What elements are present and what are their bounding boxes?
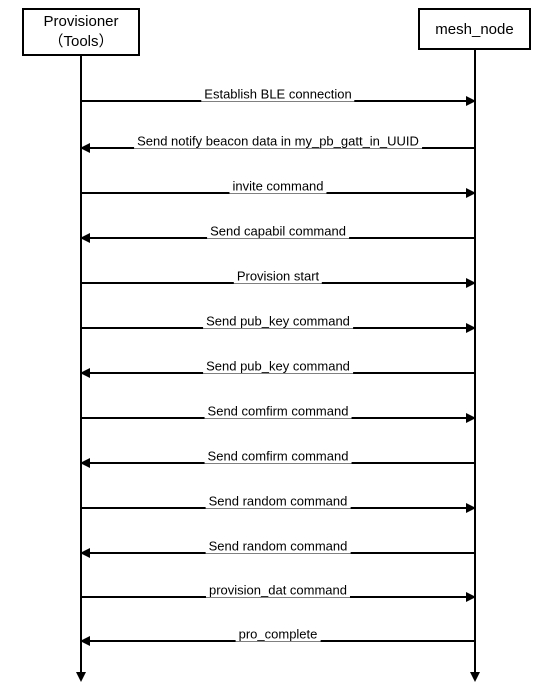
participant-mesh-node: mesh_node <box>418 8 531 50</box>
message-label: Send comfirm command <box>205 404 352 419</box>
participant-provisioner: Provisioner （Tools） <box>22 8 140 56</box>
lifeline-mesh-node-end <box>470 672 480 682</box>
lifeline-provisioner-end <box>76 672 86 682</box>
message-label: Send notify beacon data in my_pb_gatt_in… <box>134 134 422 149</box>
sequence-diagram: Provisioner （Tools） mesh_node Establish … <box>0 0 545 685</box>
message-label: Send random command <box>206 539 351 554</box>
message-label: provision_dat command <box>206 583 350 598</box>
message-label: Send pub_key command <box>203 359 353 374</box>
message-label: pro_complete <box>236 627 321 642</box>
message-label: Provision start <box>234 269 322 284</box>
participant-mesh-node-title: mesh_node <box>435 21 513 38</box>
participant-provisioner-title2: （Tools） <box>48 30 113 51</box>
lifeline-mesh-node <box>474 50 476 676</box>
message-label: Send comfirm command <box>205 449 352 464</box>
message-label: invite command <box>229 179 326 194</box>
message-label: Establish BLE connection <box>201 87 354 102</box>
participant-provisioner-title1: Provisioner <box>43 13 118 30</box>
message-label: Send capabil command <box>207 224 349 239</box>
message-label: Send pub_key command <box>203 314 353 329</box>
message-label: Send random command <box>206 494 351 509</box>
